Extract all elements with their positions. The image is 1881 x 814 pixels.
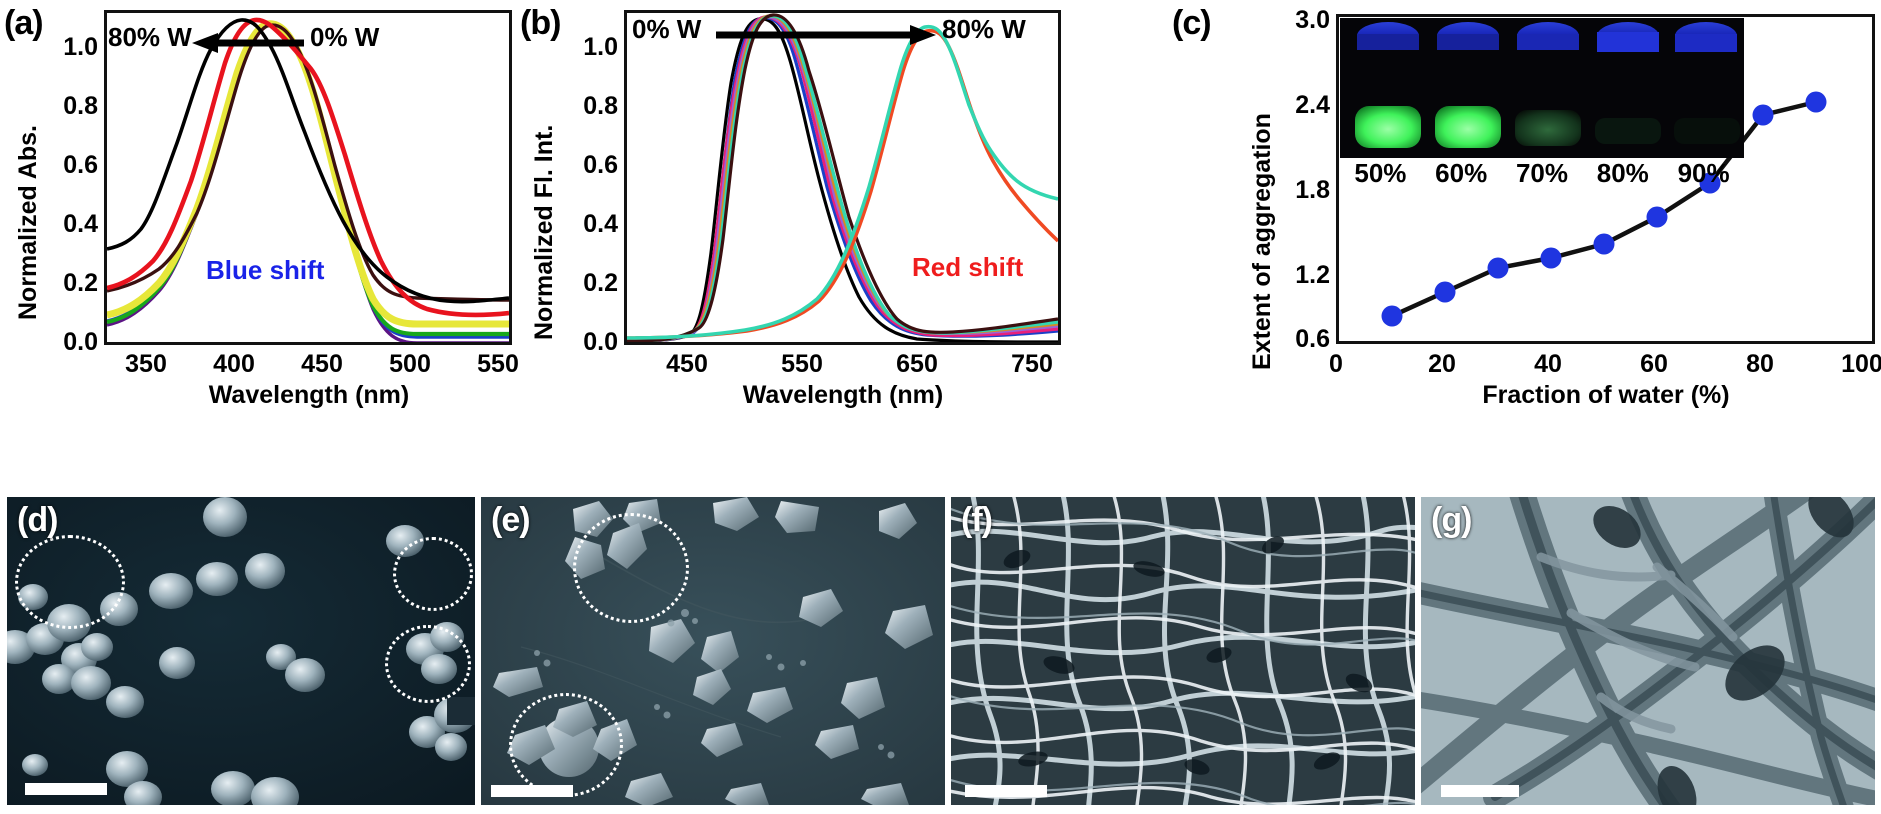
panel-c-ytick-3: 1.8: [1295, 176, 1330, 204]
panel-c-letter: (c): [1172, 4, 1212, 42]
panel-c-ytick-5: 0.6: [1295, 325, 1330, 353]
panel-a-xtick-2: 400: [213, 350, 255, 378]
panel-b-xtick-1: 450: [666, 350, 708, 378]
panel-g-micrograph: (g): [1420, 496, 1876, 806]
panel-b-arrow-left-label: 0% W: [632, 14, 702, 44]
panel-c-xtick-3: 40: [1534, 350, 1562, 378]
panel-e-letter: (e): [491, 501, 531, 539]
panel-e-highlight-circle-2: [509, 693, 623, 797]
panel-a-plot-area: [104, 10, 512, 345]
panel-a-xtick-3: 450: [301, 350, 343, 378]
panel-b-ytick-3: 0.6: [583, 151, 618, 179]
panel-a-ytick-4: 0.4: [63, 210, 98, 238]
panel-a-xtick-4: 500: [389, 350, 431, 378]
panel-c-series: [1381, 91, 1827, 327]
panel-b-xtick-2: 550: [781, 350, 823, 378]
inset-label-90: 90%: [1677, 158, 1730, 188]
panel-c-xtick-2: 20: [1428, 350, 1456, 378]
panel-e-scale-bar: [491, 785, 573, 797]
panel-c-inset-labels: 50% 60% 70% 80% 90%: [1340, 158, 1744, 189]
panel-a: (a) Normalized Abs. 1.0 0.8 0.6 0.4 0.2 …: [0, 0, 520, 409]
panel-b-curves: [627, 13, 1058, 342]
panel-c-xtick-4: 60: [1640, 350, 1668, 378]
panel-b-xtick-4: 750: [1011, 350, 1053, 378]
panel-b-y-axis-label: Normalized Fl. Int.: [530, 124, 558, 340]
panel-d-micrograph: (d): [6, 496, 476, 806]
panel-c-xtick-5: 80: [1746, 350, 1774, 378]
panel-a-curves: [107, 17, 509, 342]
panel-b-ytick-2: 0.8: [583, 92, 618, 120]
panel-b-red-shift-annotation: Red shift: [912, 252, 1024, 282]
panel-a-blue-shift-annotation: Blue shift: [206, 255, 325, 285]
inset-label-60: 60%: [1435, 158, 1488, 188]
panel-c-ytick-1: 3.0: [1295, 6, 1330, 34]
panel-d-highlight-circle-1: [15, 535, 125, 629]
panel-f-letter: (f): [961, 501, 993, 539]
panel-g-tem-image: [1421, 497, 1875, 805]
panel-f-scale-bar: [965, 785, 1047, 797]
panel-a-arrow-left-label: 80% W: [108, 22, 192, 52]
panel-f-micrograph: (f): [950, 496, 1416, 806]
panel-b-ytick-5: 0.2: [583, 269, 618, 297]
panel-a-letter: (a): [4, 4, 44, 42]
panel-a-ytick-6: 0.0: [63, 328, 98, 356]
panel-b-ytick-4: 0.4: [583, 210, 618, 238]
panel-a-left-arrow-icon: [192, 33, 304, 53]
panel-a-ytick-2: 0.8: [63, 92, 98, 120]
inset-label-50: 50%: [1354, 158, 1407, 188]
panel-b-arrow-right-label: 80% W: [942, 14, 1026, 44]
panel-a-arrow-right-label: 0% W: [310, 22, 380, 52]
panel-a-x-axis-label: Wavelength (nm): [208, 381, 410, 409]
panel-e-highlight-circle-1: [573, 513, 689, 623]
panel-d-highlight-circle-2: [393, 537, 473, 611]
panel-a-ytick-5: 0.2: [63, 269, 98, 297]
panel-c: (c) Extent of aggregation 3.0 2.4 1.8 1.…: [1076, 0, 1881, 409]
panel-d-letter: (d): [17, 501, 58, 539]
panel-g-letter: (g): [1431, 501, 1472, 539]
panel-c-ytick-2: 2.4: [1295, 91, 1330, 119]
panel-b-ytick-6: 0.0: [583, 328, 618, 356]
panel-b-x-axis-label: Wavelength (nm): [742, 381, 944, 409]
panel-c-xtick-6: 100: [1841, 350, 1881, 378]
panel-b-xtick-3: 650: [896, 350, 938, 378]
panel-b-right-arrow-icon: [716, 25, 936, 45]
inset-label-70: 70%: [1515, 158, 1569, 188]
panel-b: (b) Normalized Fl. Int. 1.0 0.8 0.6 0.4 …: [516, 0, 1076, 409]
panel-g-scale-bar: [1441, 785, 1519, 797]
panel-c-xtick-1: 0: [1329, 350, 1343, 378]
panel-e-micrograph: (e): [480, 496, 946, 806]
inset-label-80: 80%: [1596, 158, 1649, 188]
panel-d-scale-bar: [25, 783, 107, 795]
panel-b-plot-area: [624, 10, 1061, 345]
panel-c-ytick-4: 1.2: [1295, 261, 1330, 289]
panel-a-ytick-1: 1.0: [63, 33, 98, 61]
panel-c-x-axis-label: Fraction of water (%): [1482, 381, 1730, 409]
panel-b-letter: (b): [520, 4, 561, 42]
panel-c-inset-photo: .: [1340, 18, 1744, 158]
panel-a-xtick-5: 550: [477, 350, 519, 378]
panel-d-highlight-circle-3: [385, 625, 471, 703]
panel-b-ytick-1: 1.0: [583, 33, 618, 61]
panel-a-ytick-3: 0.6: [63, 151, 98, 179]
panel-c-inset-vials: [1340, 18, 1744, 158]
panel-f-sem-image: [951, 497, 1415, 805]
panel-a-xtick-1: 350: [125, 350, 167, 378]
